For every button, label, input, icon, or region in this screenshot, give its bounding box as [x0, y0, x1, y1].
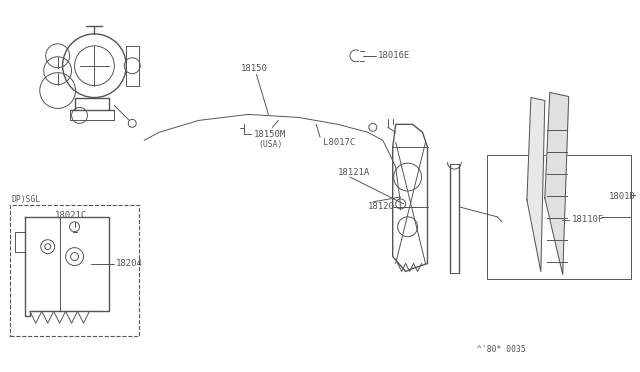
- Text: (USA): (USA): [259, 140, 283, 149]
- Text: 18150M: 18150M: [253, 130, 286, 139]
- Text: 18120: 18120: [368, 202, 395, 211]
- Text: 18150: 18150: [241, 64, 268, 73]
- Text: 18110F: 18110F: [572, 215, 604, 224]
- Polygon shape: [545, 93, 569, 275]
- Text: 18121A: 18121A: [338, 167, 371, 177]
- Bar: [10, 205, 139, 336]
- Text: L8017C: L8017C: [323, 138, 355, 147]
- Text: 18021C: 18021C: [54, 211, 87, 220]
- Text: ^'80* 0035: ^'80* 0035: [477, 344, 526, 353]
- Text: 18204: 18204: [116, 259, 143, 268]
- Bar: [487, 155, 631, 279]
- Text: 1801D: 1801D: [609, 192, 636, 201]
- Polygon shape: [527, 97, 545, 272]
- Text: 18016E: 18016E: [378, 51, 410, 60]
- Text: DP)SGL: DP)SGL: [12, 195, 41, 205]
